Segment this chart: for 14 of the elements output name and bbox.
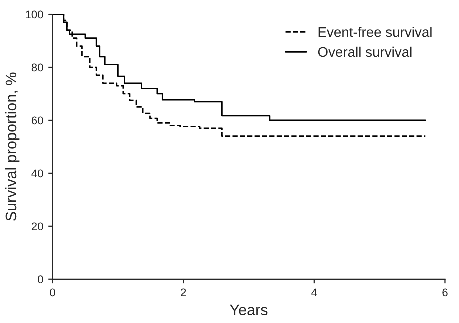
y-tick-label: 0: [38, 276, 44, 284]
x-tick-label: 2: [181, 288, 186, 296]
legend-label: Event-free survival: [318, 27, 432, 38]
y-axis-title: Survival proportion, %: [5, 72, 20, 221]
y-tick-label: 40: [32, 170, 44, 178]
y-tick-label: 80: [32, 64, 44, 72]
x-axis-title: Years: [230, 304, 268, 316]
x-tick-label: 0: [50, 288, 56, 297]
y-tick-label: 100: [26, 10, 44, 19]
y-tick-label: 60: [32, 116, 44, 125]
legend-label: Overall survival: [318, 46, 412, 58]
x-tick-label: 4: [312, 288, 318, 296]
x-tick-label: 6: [442, 288, 448, 297]
y-tick-label: 20: [32, 222, 44, 231]
